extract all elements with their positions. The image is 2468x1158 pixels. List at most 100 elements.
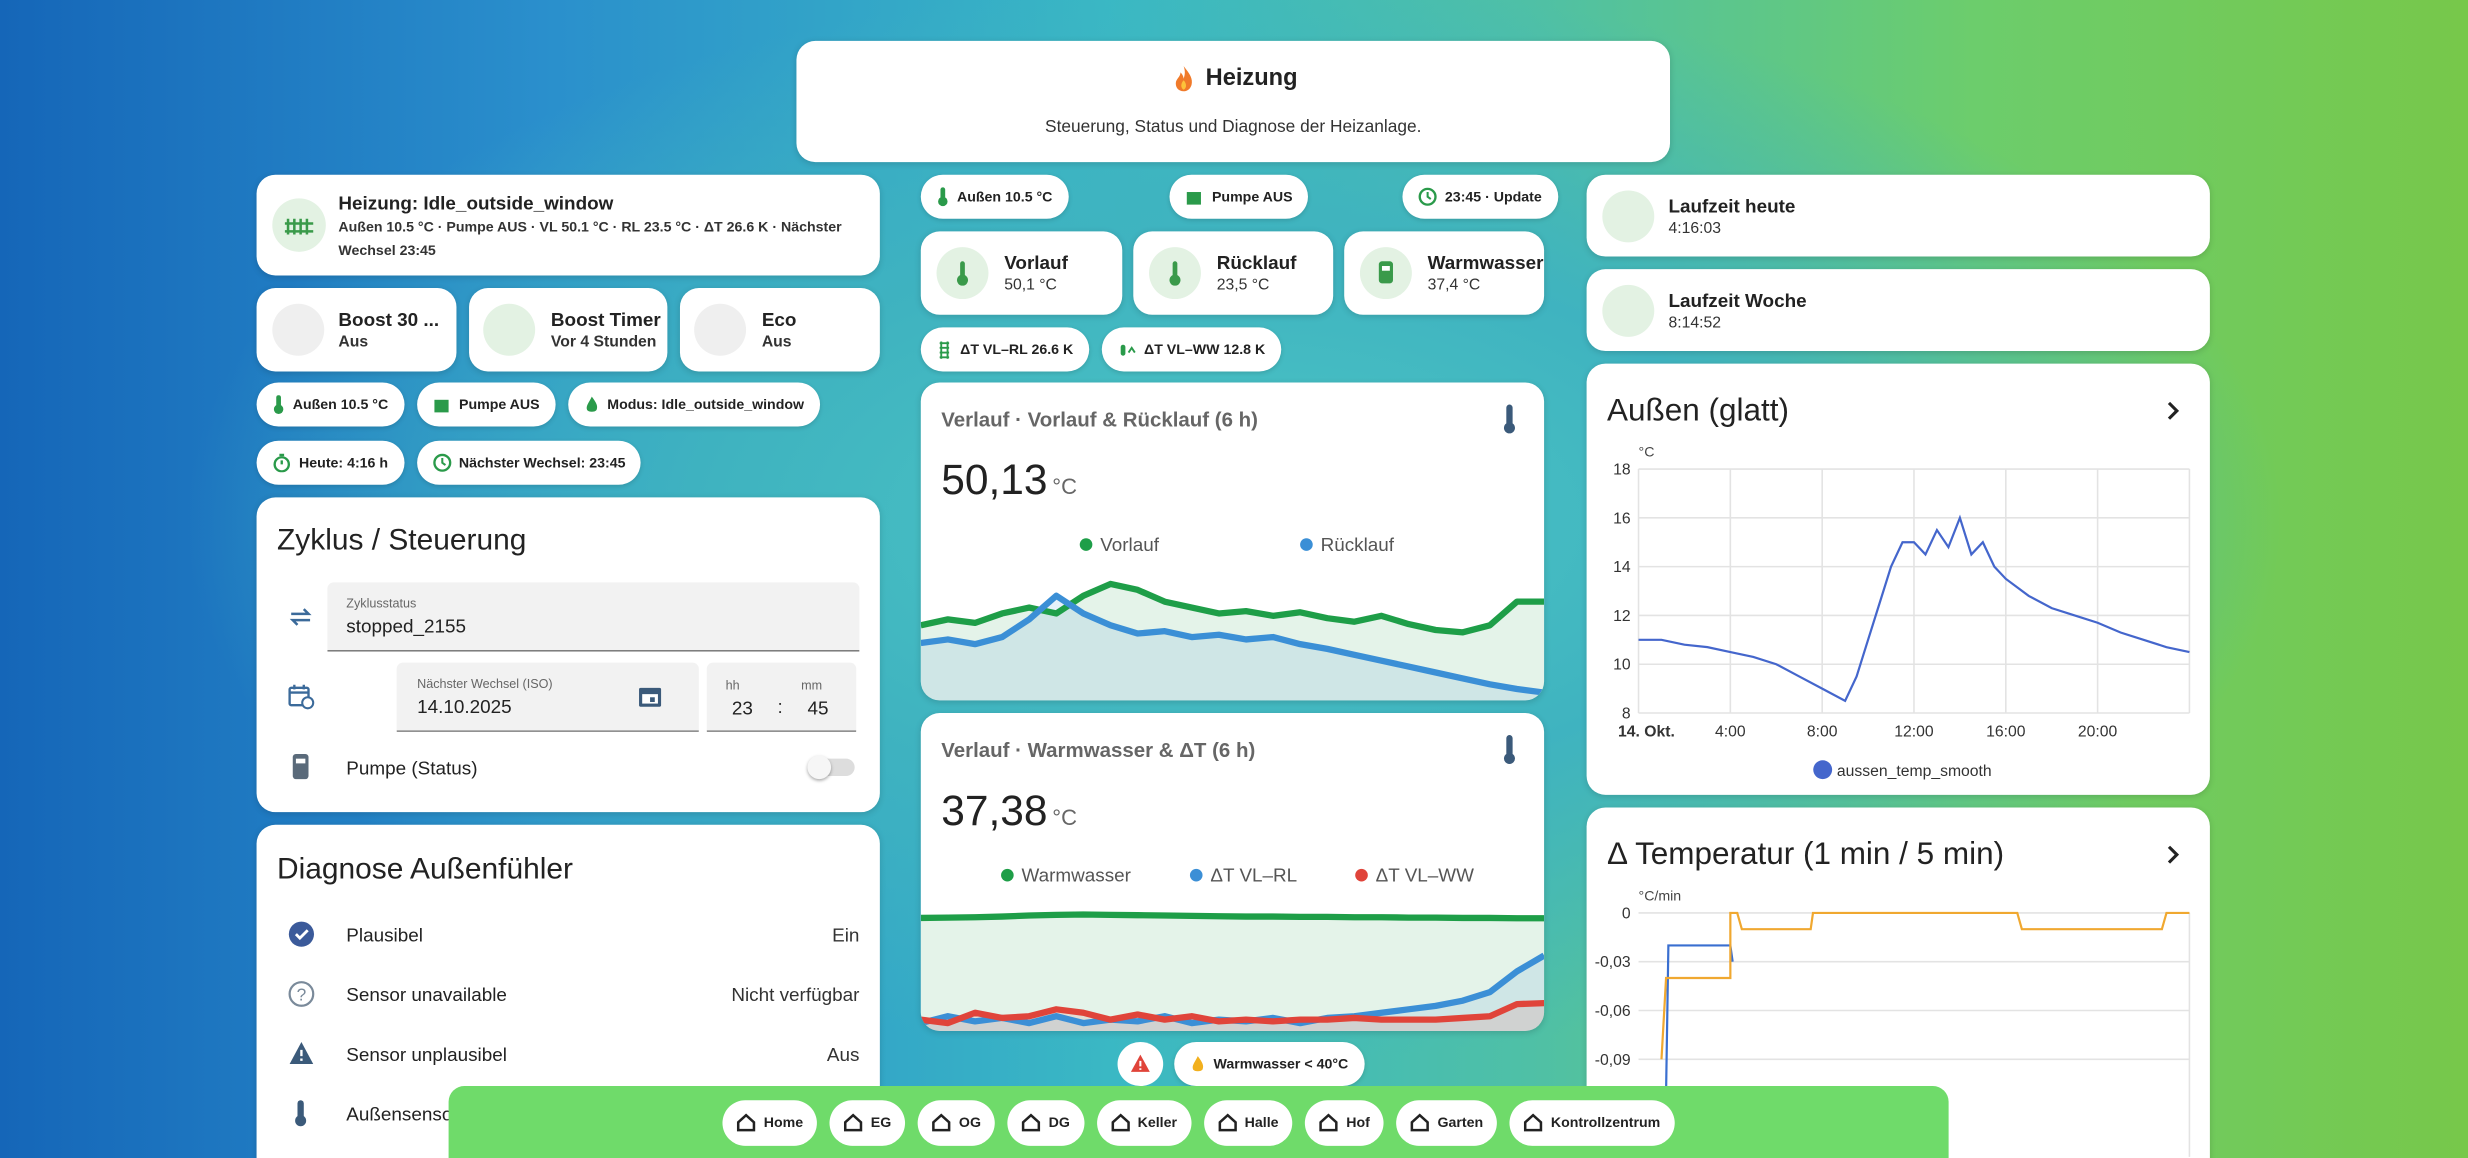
y-tick-label: 8 [1622, 706, 1631, 723]
y-tick-label: 0 [1622, 905, 1631, 922]
time-field[interactable]: hh 23 : mm 45 [706, 662, 857, 732]
chip[interactable]: Pumpe AUS [416, 382, 556, 427]
chip-text: 23:45 · Update [1444, 188, 1542, 205]
icon [1524, 1113, 1543, 1132]
history-chart: Δ Temperatur (1 min / 5 min) °C/min 0 -0,03… [1595, 836, 2191, 1157]
alert-button[interactable] [1117, 1041, 1164, 1087]
icon [1218, 1113, 1237, 1132]
temp-card[interactable]: Vorlauf 50,1 °C [920, 231, 1123, 315]
chip[interactable]: ΔT VL–RL 26.6 K [920, 327, 1089, 372]
nav-button[interactable]: Halle [1203, 1099, 1293, 1146]
nav-label: Garten [1437, 1114, 1484, 1131]
check-icon [288, 921, 315, 947]
icon [939, 341, 950, 359]
icon [432, 453, 451, 472]
chip[interactable]: Außen 10.5 °C [920, 174, 1069, 219]
chip[interactable]: Warmwasser < 40°C [1174, 1041, 1364, 1087]
graph-title: Verlauf · Vorlauf & Rücklauf (6 h) [941, 409, 1258, 432]
toggle[interactable] [807, 755, 855, 780]
nav-label: Home [763, 1114, 804, 1131]
thermometer-icon [295, 1100, 307, 1127]
graph-title: Verlauf · Warmwasser & ΔT (6 h) [941, 739, 1255, 762]
title: Heizung [1205, 64, 1298, 92]
field-label: hh [725, 678, 740, 693]
icon [936, 247, 989, 300]
toggle-button[interactable]: Boost 30 ... Aus [256, 288, 457, 372]
legend-dot [1355, 868, 1368, 882]
nav-label: EG [870, 1114, 892, 1131]
nav-button[interactable]: Home [722, 1099, 818, 1146]
chip-text: Heute: 4:16 h [299, 454, 389, 471]
nav-button[interactable]: Keller [1096, 1099, 1192, 1146]
line [1664, 944, 1734, 1092]
runtime-value: 4:16:03 [1668, 220, 1721, 238]
icon [433, 399, 448, 413]
line [920, 999, 1545, 1027]
legend-label: ΔT VL–RL [1210, 865, 1297, 886]
icon [938, 187, 948, 207]
nav-button[interactable]: Hof [1305, 1099, 1384, 1146]
button-state: Aus [761, 333, 792, 352]
chip[interactable]: Außen 10.5 °C [256, 382, 404, 427]
date-field[interactable]: Nächster Wechsel (ISO) 14.10.2025 [396, 662, 699, 732]
chip-text: Modus: Idle_outside_window [607, 396, 805, 413]
chip-text: Warmwasser < 40°C [1213, 1056, 1349, 1072]
nav-button[interactable]: Garten [1396, 1099, 1498, 1146]
text-field[interactable]: Zyklusstatus stopped_2155 [327, 582, 860, 652]
nav-button[interactable]: EG [829, 1099, 906, 1146]
button-name: Boost 30 ... [338, 308, 440, 331]
icon [932, 1113, 951, 1132]
runtime-name: Laufzeit heute [1668, 195, 1796, 218]
legend-label: Rücklauf [1321, 535, 1395, 556]
nav-button[interactable]: OG [918, 1099, 996, 1146]
calendar-icon[interactable] [637, 683, 662, 708]
field-value: 45 [807, 697, 829, 720]
icon [1359, 247, 1412, 300]
area [920, 583, 1545, 701]
legend-dot [1300, 538, 1313, 551]
chip[interactable]: Modus: Idle_outside_window [567, 382, 820, 427]
line [920, 580, 1545, 636]
nav-button[interactable]: Kontrollzentrum [1509, 1099, 1675, 1146]
chip-text: Pumpe AUS [459, 396, 540, 413]
row-label: Außensensor [346, 1103, 459, 1126]
status-card[interactable]: Heizung: Idle_outside_window Außen 10.5 … [256, 174, 880, 276]
y-tick-label: -0,06 [1595, 1003, 1631, 1020]
chip[interactable]: Nächster Wechsel: 23:45 [416, 440, 642, 485]
row-value: Nicht verfügbar [731, 983, 860, 1006]
nav-button[interactable]: DG [1007, 1099, 1085, 1146]
runtime-card[interactable]: Laufzeit Woche 8:14:52 [1586, 269, 2210, 352]
icon [1602, 284, 1655, 337]
graph-card[interactable]: Verlauf · Vorlauf & Rücklauf (6 h) 50,13 °… [920, 382, 1545, 701]
pump-icon [292, 753, 309, 780]
chip[interactable]: ΔT VL–WW 12.8 K [1101, 327, 1281, 372]
y-tick-label: -0,03 [1595, 954, 1631, 971]
temp-card[interactable]: Warmwasser 37,4 °C [1344, 231, 1545, 315]
chip[interactable]: 23:45 · Update [1402, 174, 1558, 219]
flame-icon [1175, 66, 1192, 92]
button-name: Eco [761, 308, 797, 331]
chip[interactable]: Heute: 4:16 h [256, 440, 404, 485]
icon [1120, 344, 1136, 356]
icon [483, 303, 536, 356]
toggle-button[interactable]: Boost Timer Vor 4 Stunden [469, 288, 668, 372]
temp-card[interactable]: Rücklauf 23,5 °C [1133, 231, 1334, 315]
header-card: Heizung Steuerung, Status und Diagnose d… [796, 40, 1671, 163]
row-value: Aus [826, 1043, 860, 1066]
toggle-button[interactable]: Eco Aus [679, 288, 880, 372]
line [920, 911, 1545, 922]
runtime-card[interactable]: Laufzeit heute 4:16:03 [1586, 174, 2210, 257]
current-value: 50,13 [941, 457, 1047, 504]
graph-title: Außen (glatt) [1607, 392, 1789, 427]
chevron [2167, 845, 2180, 864]
graph-card[interactable]: Verlauf · Warmwasser & ΔT (6 h) 37,38 °C Wa… [920, 713, 1545, 1031]
legend-label: Vorlauf [1100, 535, 1160, 556]
history-chart: Außen (glatt) °C 8 10 12 14 16 18 14. Okt. 4:00 8:… [1607, 392, 2191, 780]
button-name: Boost Timer [550, 308, 661, 331]
legend-dot [1001, 868, 1014, 882]
legend-dot [1189, 868, 1203, 882]
chip[interactable]: Pumpe AUS [1169, 174, 1309, 219]
history-card[interactable]: Außen (glatt) °C 8 10 12 14 16 18 14. Okt. 4:00 8:… [1586, 363, 2210, 795]
runtime-value: 8:14:52 [1668, 314, 1721, 333]
